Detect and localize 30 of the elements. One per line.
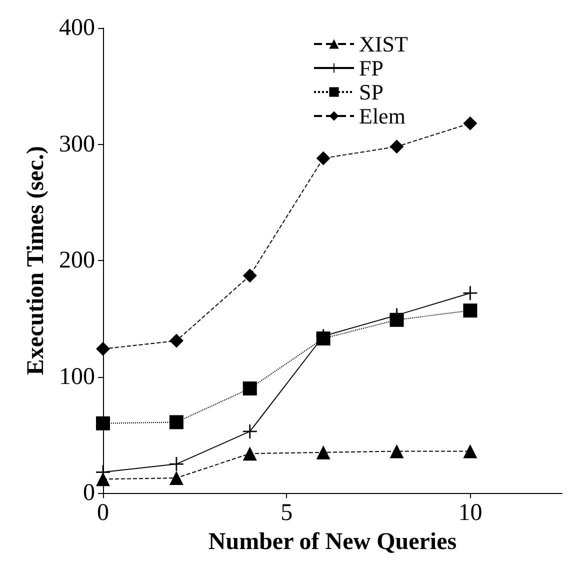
- y-tick-label: 100: [59, 364, 95, 390]
- point: [96, 342, 110, 356]
- y-tick-label: 300: [59, 131, 95, 158]
- point: [390, 444, 404, 458]
- point: [169, 415, 184, 430]
- legend-label: SP: [359, 80, 384, 104]
- x-axis-title: Number of New Queries: [208, 529, 457, 555]
- point: [463, 116, 478, 130]
- y-axis-title: Execution Times (sec.): [23, 146, 49, 376]
- point: [316, 445, 330, 460]
- y-tick-label: 0: [83, 480, 95, 506]
- x-tick-label: 5: [280, 500, 293, 526]
- point: [463, 304, 478, 318]
- point: [242, 268, 257, 283]
- point: [96, 472, 110, 486]
- point: [463, 444, 478, 458]
- legend-label: XIST: [359, 32, 408, 56]
- point: [316, 151, 330, 166]
- legend-label: FP: [359, 56, 384, 80]
- point: [242, 446, 257, 461]
- y-tick-label: 200: [59, 248, 95, 274]
- point: [169, 334, 184, 348]
- point: [390, 140, 404, 154]
- x-tick-label: 10: [458, 500, 482, 526]
- legend-label: Elem: [359, 104, 406, 128]
- point: [463, 286, 478, 300]
- point: [242, 381, 257, 396]
- point: [169, 470, 184, 485]
- point: [96, 416, 110, 430]
- y-tick-label: 400: [59, 15, 95, 41]
